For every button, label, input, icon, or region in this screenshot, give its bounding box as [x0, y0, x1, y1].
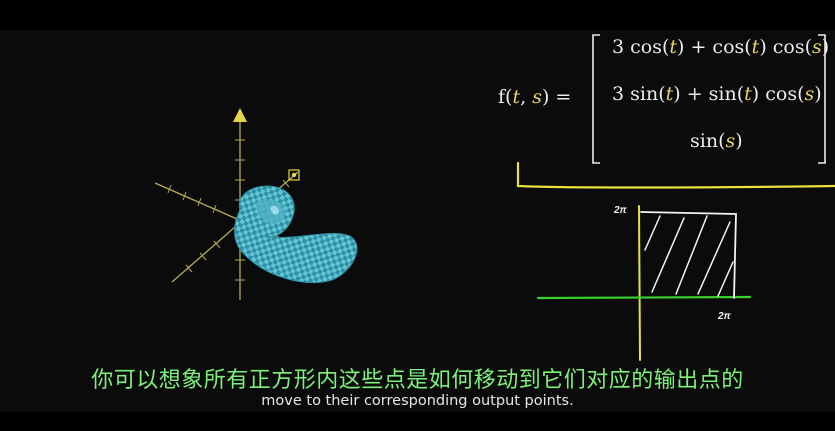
sketch-x-axis — [536, 295, 752, 300]
sketch-x-label: 2π — [718, 311, 731, 322]
sketch-y-axis — [638, 205, 641, 361]
subtitle-chinese: 你可以想象所有正方形内这些点是如何移动到它们对应的输出点的 — [91, 368, 744, 393]
sketch-square — [640, 211, 737, 299]
formula-lhs: f(t, s) = — [498, 86, 571, 108]
formula-row-1: 3 cos(t) + cos(t) cos(s) — [612, 36, 829, 58]
sketch-y-label: 2π — [614, 205, 627, 216]
subtitle-english: move to their corresponding output point… — [261, 393, 574, 409]
surface-3d — [234, 185, 358, 283]
y-axis-arrow-icon — [288, 169, 300, 181]
sketch-hatching — [644, 215, 734, 297]
right-bracket — [818, 34, 826, 164]
formula: f(t, s) = 3 cos(t) + cos(t) cos(s) 3 sin… — [498, 34, 829, 164]
formula-row-2: 3 sin(t) + sin(t) cos(s) — [612, 83, 822, 105]
formula-row-3: sin(s) — [690, 130, 743, 152]
video-content — [0, 30, 835, 412]
left-bracket — [592, 34, 600, 164]
z-axis-arrow-icon — [233, 108, 247, 122]
domain-sketch — [516, 161, 835, 361]
yellow-underline — [516, 161, 835, 189]
